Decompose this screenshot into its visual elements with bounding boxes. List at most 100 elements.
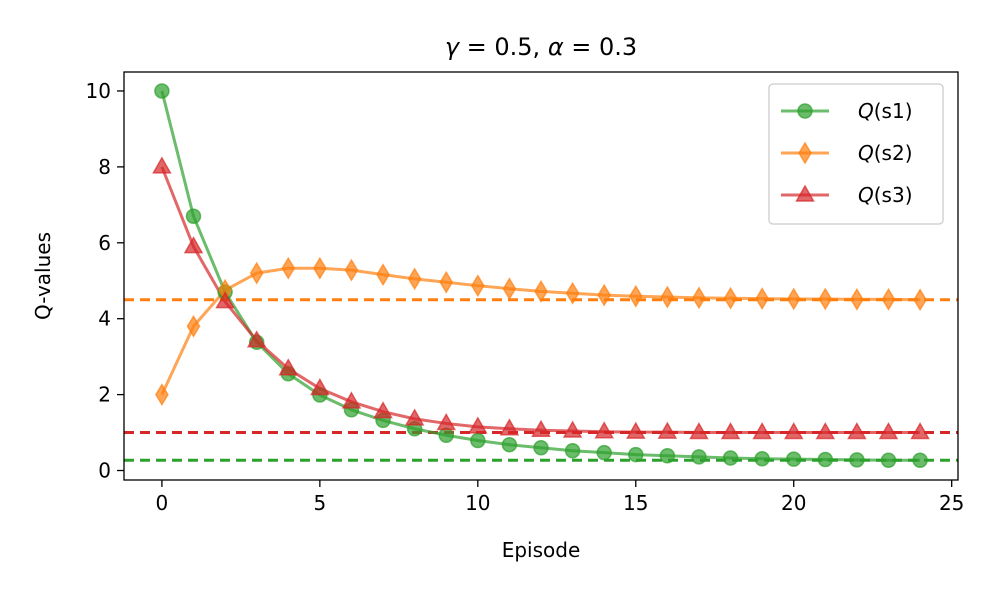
data-point [723, 286, 738, 310]
data-point [912, 452, 928, 469]
data-point [185, 208, 202, 224]
data-point [246, 330, 267, 348]
data-point [531, 419, 551, 438]
series-points-s3 [152, 156, 930, 440]
legend: Q(s1) Q(s2) Q(s3) [768, 83, 944, 225]
x-tick-label: 5 [313, 491, 326, 515]
data-point [913, 288, 927, 312]
data-point [752, 422, 772, 440]
x-tick-label: 0 [156, 491, 169, 515]
data-point [625, 421, 646, 439]
data-point [881, 287, 896, 311]
data-point [249, 261, 264, 285]
data-point [628, 284, 643, 308]
data-point [373, 401, 393, 419]
data-point [376, 263, 390, 287]
data-point [344, 258, 359, 282]
data-point [817, 451, 834, 468]
data-point [597, 283, 612, 307]
data-point [785, 451, 802, 467]
data-point [215, 291, 235, 309]
chart-title: γ = 0.5, α = 0.3 [445, 33, 637, 61]
data-point [439, 270, 454, 294]
data-point [501, 436, 518, 453]
legend-swatch-marker [798, 141, 812, 165]
data-point [562, 420, 583, 438]
data-point [186, 314, 201, 338]
data-point [155, 383, 169, 407]
x-axis-ticks: 0 5 10 15 20 25 [156, 480, 964, 515]
y-axis-ticks: 0 2 4 6 8 10 [86, 79, 124, 483]
data-point [754, 450, 770, 467]
data-point [499, 418, 520, 436]
legend-label: Q(s1) [858, 99, 913, 123]
y-tick-label: 10 [86, 79, 111, 103]
data-point [660, 285, 675, 309]
data-point [755, 287, 770, 311]
x-tick-label: 25 [939, 491, 964, 515]
y-axis-label: Q-values [31, 232, 55, 320]
legend-entry-s3: Q(s3) [781, 183, 913, 207]
legend-box [768, 83, 944, 225]
data-point [183, 236, 204, 254]
data-point [849, 452, 865, 468]
x-tick-label: 15 [623, 491, 648, 515]
data-point [720, 422, 741, 440]
x-axis-label: Episode [502, 538, 581, 562]
y-tick-label: 6 [98, 231, 111, 255]
data-point [689, 422, 709, 440]
legend-entry-s2: Q(s2) [781, 141, 913, 165]
data-point [878, 422, 899, 440]
data-point [880, 452, 897, 469]
y-tick-label: 8 [98, 155, 111, 179]
data-point [564, 443, 581, 459]
series-markers [152, 83, 930, 469]
data-point [692, 286, 706, 310]
data-point [436, 412, 457, 431]
data-point [312, 256, 327, 280]
legend-swatch-marker [795, 184, 815, 202]
data-point [628, 446, 644, 463]
data-point [533, 439, 549, 456]
data-point [534, 279, 548, 303]
data-point [596, 444, 612, 461]
data-point [404, 408, 425, 426]
legend-label: Q(s2) [858, 141, 913, 165]
data-point [278, 358, 299, 376]
y-tick-label: 4 [98, 307, 111, 331]
data-point [850, 287, 864, 311]
y-tick-label: 0 [98, 459, 111, 483]
y-tick-label: 2 [98, 383, 111, 407]
series-points-s1 [154, 83, 928, 469]
data-point [818, 287, 833, 311]
data-point [310, 378, 330, 396]
data-point [691, 449, 707, 465]
data-point [722, 450, 739, 466]
data-point [502, 277, 517, 301]
legend-entry-s1: Q(s1) [781, 99, 913, 123]
data-point [407, 267, 422, 291]
x-tick-label: 10 [465, 491, 490, 515]
data-point [786, 287, 801, 311]
data-point [470, 432, 486, 449]
legend-label: Q(s3) [858, 183, 913, 207]
x-tick-label: 20 [781, 491, 806, 515]
data-point [438, 427, 454, 443]
series-points-s2 [155, 256, 927, 407]
data-point [659, 447, 676, 464]
data-point [152, 156, 172, 174]
data-point [847, 422, 867, 440]
data-point [815, 422, 836, 440]
data-point [281, 256, 296, 280]
data-point [783, 422, 804, 440]
data-point [470, 274, 485, 298]
data-point [910, 422, 930, 440]
data-point [594, 421, 614, 439]
data-point [565, 281, 580, 305]
data-point [341, 391, 362, 409]
data-point [468, 416, 488, 434]
axes-frame [123, 71, 959, 481]
legend-swatch-marker [797, 103, 813, 119]
data-point [154, 83, 170, 99]
